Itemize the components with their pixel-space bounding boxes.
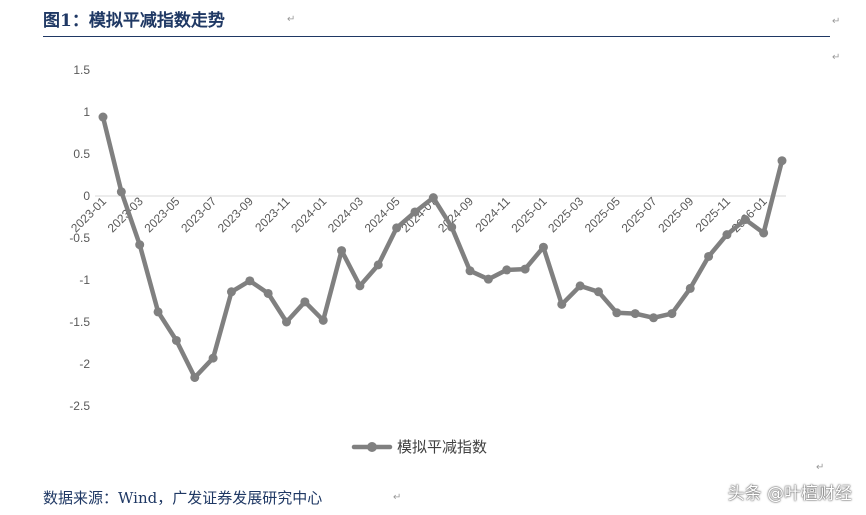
data-point [575, 281, 585, 291]
paragraph-mark-icon: ↵ [393, 492, 402, 503]
y-tick-label: 0.5 [73, 147, 90, 161]
paragraph-mark-icon: ↵ [287, 14, 296, 25]
series-line [100, 114, 785, 380]
series-layer [98, 112, 787, 382]
line-chart: 1.5 1 0.5 0 -0.5 -1 -1.5 -2 -2.5 2023-012023-032… [68, 63, 787, 456]
x-tick-label: 2023-11 [252, 194, 293, 235]
x-tick-label: 2023-05 [141, 194, 182, 235]
legend-label: 模拟平减指数 [397, 439, 487, 456]
data-point [318, 315, 328, 325]
y-tick-label: -2 [79, 357, 90, 371]
data-point [465, 266, 475, 276]
x-axis: 2023-012023-032023-052023-072023-092023-… [68, 194, 770, 235]
watermark: 头条 @叶檀财经 [727, 484, 852, 504]
data-point [116, 187, 126, 197]
data-point [208, 353, 218, 363]
y-tick-label: -1 [79, 273, 90, 287]
y-axis: 1.5 1 0.5 0 -0.5 -1 -1.5 -2 -2.5 [69, 63, 90, 413]
paragraph-mark-icon: ↵ [832, 16, 841, 27]
x-tick-label: 2025-11 [693, 194, 734, 235]
data-point [704, 251, 714, 261]
data-point [282, 317, 292, 327]
data-point [98, 112, 108, 122]
data-point [135, 240, 145, 250]
x-tick-label: 2024-11 [472, 194, 513, 235]
x-tick-label: 2025-07 [619, 194, 660, 235]
data-point [759, 228, 769, 238]
paragraph-mark-icon: ↵ [832, 52, 841, 63]
x-tick-label: 2025-09 [655, 194, 696, 235]
y-tick-label: 1 [83, 105, 90, 119]
y-tick-label: 0 [83, 189, 90, 203]
source-note: 数据来源：Wind，广发证券发展研究中心 [43, 489, 323, 507]
data-point [502, 265, 512, 275]
data-point [392, 223, 402, 233]
data-point [245, 276, 255, 286]
data-point [355, 281, 365, 291]
data-point [153, 307, 163, 317]
legend-marker-icon [367, 442, 377, 452]
data-point [263, 288, 273, 298]
x-tick-label: 2025-05 [582, 194, 623, 235]
paragraph-mark-icon: ↵ [816, 462, 825, 473]
data-point [649, 313, 659, 323]
data-point [300, 297, 310, 307]
data-point [557, 299, 567, 309]
x-tick-label: 2023-07 [178, 194, 219, 235]
x-tick-label: 2024-01 [288, 194, 329, 235]
data-point [373, 260, 383, 270]
data-point [777, 156, 787, 166]
data-point [337, 246, 347, 256]
x-tick-label: 2025-01 [509, 194, 550, 235]
data-point [410, 207, 420, 217]
data-point [630, 309, 640, 319]
data-point [593, 287, 603, 297]
data-point [740, 215, 750, 225]
data-point [171, 335, 181, 345]
figure-title: 图1：模拟平减指数走势 [43, 11, 225, 31]
data-point [722, 230, 732, 240]
x-tick-label: 2023-09 [215, 194, 256, 235]
y-tick-label: 1.5 [73, 63, 90, 77]
data-point [428, 193, 438, 203]
x-tick-label: 2024-03 [325, 194, 366, 235]
y-tick-label: -0.5 [69, 231, 90, 245]
x-tick-label: 2025-03 [545, 194, 586, 235]
data-point [483, 274, 493, 284]
data-point [685, 283, 695, 293]
data-point [520, 264, 530, 274]
y-tick-label: -2.5 [69, 399, 90, 413]
y-tick-label: -1.5 [69, 315, 90, 329]
data-point [612, 308, 622, 318]
data-point [226, 287, 236, 297]
legend: 模拟平减指数 [351, 439, 487, 456]
data-point [447, 222, 457, 232]
title-rule [43, 36, 830, 37]
data-point [667, 309, 677, 319]
data-point [538, 242, 548, 252]
data-point [190, 372, 200, 382]
